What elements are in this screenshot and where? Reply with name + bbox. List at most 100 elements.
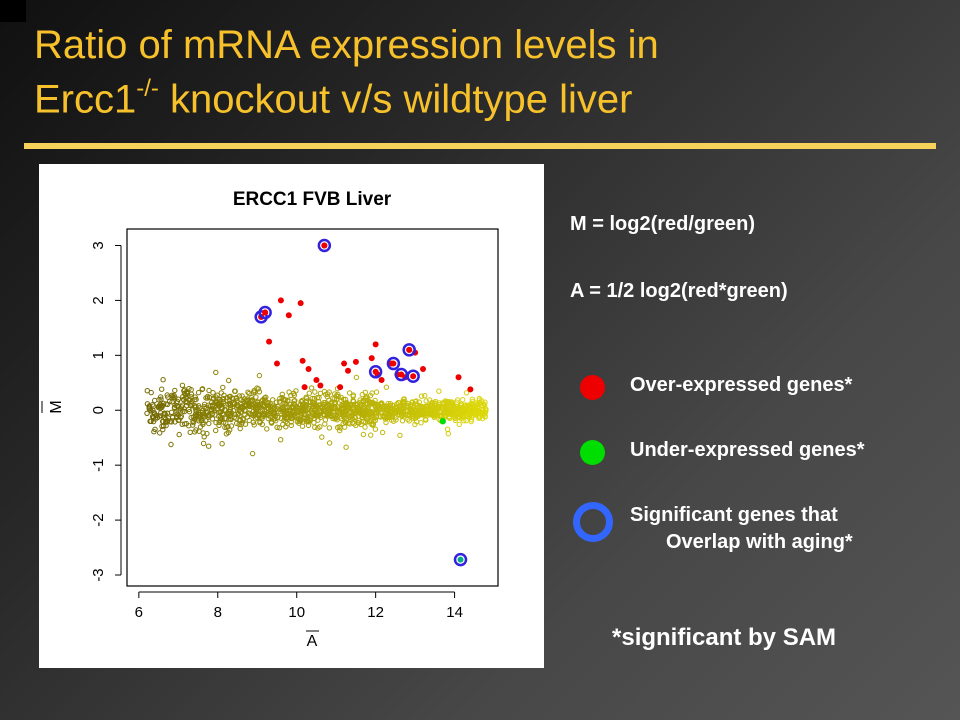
background-point	[300, 401, 306, 408]
background-point	[312, 402, 318, 409]
background-point	[144, 388, 151, 394]
ma-plot-panel: ERCC1 FVB Liver 6 8 10 12 14 -3 -2 -1 0 1 2 3 A M	[39, 164, 544, 668]
background-point	[184, 399, 190, 406]
background-point	[365, 409, 371, 416]
background-point	[234, 397, 240, 404]
red-dot-icon	[580, 375, 605, 400]
background-point	[256, 389, 263, 395]
green-dot-icon	[580, 440, 605, 465]
background-point	[418, 420, 424, 426]
background-point	[270, 416, 277, 422]
over-expressed-point	[455, 374, 462, 381]
background-point	[326, 440, 333, 446]
background-point	[350, 392, 356, 398]
y-tick-label: 1	[90, 351, 107, 359]
overlap-aging-point-fill	[410, 373, 417, 380]
background-point	[372, 417, 379, 423]
background-point	[180, 396, 187, 403]
background-point	[338, 397, 344, 404]
background-point	[308, 385, 315, 391]
background-point	[157, 430, 163, 436]
background-point	[477, 414, 483, 421]
background-point	[463, 390, 470, 396]
background-point	[399, 418, 406, 424]
background-point	[186, 409, 193, 415]
background-point	[347, 414, 354, 421]
background-point	[395, 409, 401, 415]
background-point	[476, 397, 483, 403]
background-point	[180, 408, 186, 414]
background-point	[440, 404, 446, 410]
background-point	[168, 441, 174, 448]
background-point	[314, 395, 320, 401]
over-expressed-point	[266, 338, 273, 345]
over-expressed-point	[337, 384, 344, 391]
overlap-aging-point-fill	[406, 346, 413, 353]
background-point	[312, 389, 318, 395]
background-point	[239, 403, 245, 410]
background-point	[302, 402, 309, 409]
background-point	[205, 412, 211, 419]
background-point	[235, 410, 242, 417]
background-point	[365, 404, 371, 410]
background-point	[372, 426, 379, 432]
background-point	[306, 390, 312, 396]
background-point	[251, 422, 257, 428]
legend-under-expressed: Under-expressed genes*	[630, 439, 865, 461]
background-point	[197, 412, 204, 418]
background-point	[175, 417, 182, 423]
background-point	[187, 429, 193, 435]
background-point	[200, 440, 207, 447]
overlap-aging-point-fill	[372, 368, 379, 375]
background-point	[307, 399, 313, 406]
background-point	[444, 426, 451, 432]
background-point	[341, 408, 347, 415]
background-point	[252, 389, 258, 395]
background-point	[276, 399, 283, 405]
background-point	[436, 388, 442, 394]
background-point	[279, 391, 286, 398]
background-point	[212, 403, 218, 410]
background-point	[280, 405, 286, 411]
legend-over-expressed: Over-expressed genes*	[630, 374, 853, 396]
background-point	[303, 418, 309, 424]
under-expressed-series	[439, 418, 446, 425]
overlap-aging-point	[317, 238, 332, 253]
m-definition: M = log2(red/green)	[570, 213, 756, 235]
over-expressed-point	[352, 358, 359, 365]
background-point	[271, 409, 277, 415]
background-point	[232, 388, 238, 394]
background-point	[368, 432, 374, 438]
background-point	[246, 390, 252, 397]
background-point	[270, 397, 276, 403]
background-point	[338, 394, 344, 401]
background-point	[289, 409, 295, 415]
blue-ring-icon	[573, 502, 613, 542]
background-point	[334, 424, 341, 431]
background-point	[234, 420, 240, 427]
background-point	[377, 407, 383, 413]
background-point	[204, 430, 210, 437]
over-expressed-point	[297, 300, 304, 307]
background-point	[274, 424, 280, 430]
background-point	[146, 404, 152, 410]
background-point	[244, 414, 251, 420]
legend-overlap-line-1: Significant genes that	[630, 504, 838, 526]
background-point	[149, 413, 156, 420]
background-point	[442, 398, 448, 404]
title-underline	[24, 143, 936, 149]
background-point	[335, 391, 341, 398]
y-axis: -3 -2 -1 0 1 2 3	[90, 241, 122, 582]
background-point	[220, 384, 226, 391]
y-tick-label: -2	[90, 513, 107, 526]
background-point	[383, 407, 390, 414]
background-point	[431, 406, 437, 412]
background-point	[420, 404, 426, 410]
background-point	[171, 405, 178, 411]
background-point	[338, 403, 344, 409]
over-expressed-point	[299, 357, 306, 364]
background-point	[397, 402, 403, 408]
background-point	[387, 408, 393, 415]
background-point	[247, 410, 253, 417]
background-point	[360, 397, 366, 404]
